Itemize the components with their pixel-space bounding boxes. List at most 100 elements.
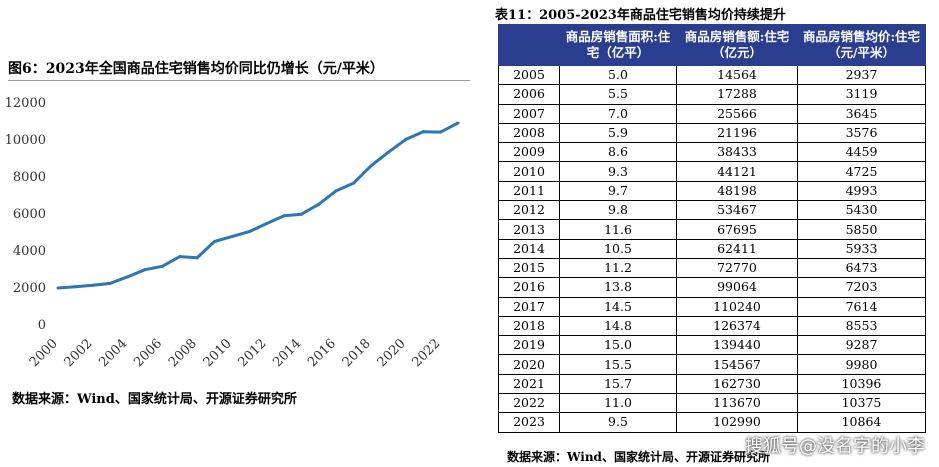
- data-point: [439, 130, 443, 134]
- x-tick-label: 2018: [340, 336, 374, 370]
- cell-area: 13.8: [559, 277, 677, 298]
- table-row: 2020 15.5 154567 9980: [498, 354, 926, 375]
- data-point: [91, 283, 95, 287]
- table-header-row: 商品房销售面积:住宅（亿平） 商品房销售额:住宅（亿元） 商品房销售均价:住宅（…: [498, 24, 926, 66]
- x-tick-label: 2000: [27, 336, 61, 370]
- cell-sales: 14564: [676, 64, 798, 86]
- data-point: [369, 164, 373, 168]
- x-tick-label: 2014: [270, 336, 304, 370]
- table-title: 表11：2005-2023年商品住宅销售均价持续提升: [495, 8, 786, 23]
- data-point: [317, 202, 321, 206]
- cell-sales: 48198: [676, 180, 798, 202]
- cell-year: 2013: [498, 219, 560, 240]
- cell-year: 2012: [498, 200, 560, 221]
- y-tick-label: 6000: [13, 207, 46, 222]
- cell-year: 2022: [498, 393, 560, 414]
- cell-price: 3576: [797, 122, 926, 144]
- cell-price: 8553: [797, 315, 926, 337]
- data-point: [143, 268, 147, 272]
- series-layer: [56, 121, 460, 290]
- header-area: 商品房销售面积:住宅（亿平）: [559, 24, 677, 66]
- cell-area: 8.6: [559, 142, 677, 163]
- cell-area: 15.5: [559, 354, 677, 375]
- cell-price: 5850: [797, 219, 926, 240]
- cell-sales: 17288: [676, 84, 798, 105]
- table-panel: 表11：2005-2023年商品住宅销售均价持续提升 商品房销售面积:住宅（亿平…: [495, 0, 939, 467]
- cell-sales: 102990: [676, 412, 798, 433]
- cell-price: 7614: [797, 296, 926, 317]
- cell-year: 2006: [498, 84, 560, 105]
- table-row: 2021 15.7 162730 10396: [498, 373, 926, 395]
- data-point: [334, 189, 338, 193]
- data-point: [230, 235, 234, 239]
- table-row: 2014 10.5 62411 5933: [498, 238, 926, 259]
- cell-price: 9980: [797, 354, 926, 375]
- x-tick-label: 2002: [62, 336, 96, 370]
- cell-price: 7203: [797, 277, 926, 298]
- cell-year: 2023: [498, 412, 560, 433]
- data-point: [213, 240, 217, 244]
- cell-year: 2018: [498, 315, 560, 337]
- cell-price: 5933: [797, 238, 926, 259]
- cell-area: 11.6: [559, 219, 677, 240]
- header-year: [498, 24, 560, 66]
- title-divider: [8, 80, 470, 81]
- cell-area: 9.8: [559, 200, 677, 221]
- cell-sales: 67695: [676, 219, 798, 240]
- cell-year: 2019: [498, 335, 560, 356]
- data-point: [195, 256, 199, 260]
- x-tick-label: 2016: [305, 336, 339, 370]
- cell-sales: 126374: [676, 315, 798, 337]
- data-point: [56, 286, 60, 290]
- table-row: 2006 5.5 17288 3119: [498, 84, 926, 105]
- cell-sales: 44121: [676, 161, 798, 182]
- x-tick-label: 2004: [96, 336, 130, 370]
- cell-sales: 38433: [676, 142, 798, 163]
- cell-area: 11.2: [559, 257, 677, 279]
- cell-price: 10396: [797, 373, 926, 395]
- cell-area: 14.8: [559, 315, 677, 337]
- watermark: 搜狐号@没名字的小李: [745, 436, 925, 457]
- cell-price: 10864: [797, 412, 926, 433]
- x-tick-label: 2010: [201, 336, 235, 370]
- table-body: 2005 5.0 14564 2937 2006 5.5 17288 3119 2007 7.0 2…: [498, 64, 926, 433]
- cell-price: 4459: [797, 142, 926, 163]
- cell-year: 2010: [498, 161, 560, 182]
- table-row: 2015 11.2 72770 6473: [498, 257, 926, 279]
- header-price: 商品房销售均价:住宅（元/平米）: [797, 24, 926, 66]
- cell-area: 14.5: [559, 296, 677, 317]
- sales-table: 商品房销售面积:住宅（亿平） 商品房销售额:住宅（亿元） 商品房销售均价:住宅（…: [498, 24, 926, 433]
- cell-price: 3645: [797, 103, 926, 124]
- cell-price: 3119: [797, 84, 926, 105]
- table-row: 2008 5.9 21196 3576: [498, 122, 926, 144]
- header-sales: 商品房销售额:住宅（亿元）: [676, 24, 798, 66]
- table-row: 2007 7.0 25566 3645: [498, 103, 926, 124]
- data-point: [421, 130, 425, 134]
- cell-year: 2011: [498, 180, 560, 202]
- data-point: [247, 230, 251, 234]
- cell-sales: 99064: [676, 277, 798, 298]
- y-axis: 0 2000 4000 6000 8000 10000 12000: [5, 96, 46, 333]
- data-point: [456, 121, 460, 125]
- table-row: 2023 9.5 102990 10864: [498, 412, 926, 433]
- cell-year: 2017: [498, 296, 560, 317]
- table-row: 2022 11.0 113670 10375: [498, 393, 926, 414]
- cell-sales: 110240: [676, 296, 798, 317]
- cell-year: 2007: [498, 103, 560, 124]
- table-row: 2009 8.6 38433 4459: [498, 142, 926, 163]
- cell-year: 2020: [498, 354, 560, 375]
- cell-sales: 72770: [676, 257, 798, 279]
- y-tick-label: 0: [38, 318, 46, 333]
- y-tick-label: 12000: [5, 96, 46, 111]
- data-point: [386, 150, 390, 154]
- cell-price: 2937: [797, 64, 926, 86]
- data-point: [404, 137, 408, 141]
- chart-source: 数据来源：Wind、国家统计局、开源证券研究所: [12, 392, 297, 407]
- data-point: [178, 255, 182, 259]
- y-tick-label: 2000: [13, 281, 46, 296]
- cell-price: 9287: [797, 335, 926, 356]
- data-point: [299, 212, 303, 216]
- cell-year: 2009: [498, 142, 560, 163]
- x-tick-label: 2006: [131, 336, 165, 370]
